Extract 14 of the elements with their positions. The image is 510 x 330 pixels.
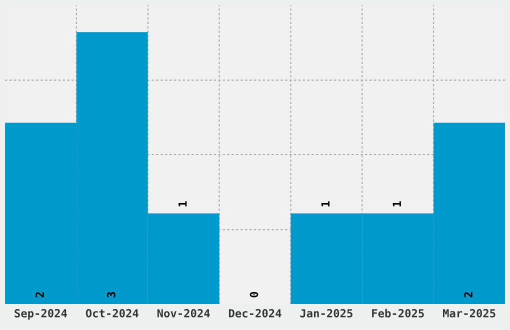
x-tick-label: Mar-2025: [442, 309, 496, 318]
data-label: 1: [178, 201, 187, 206]
x-tick-label: Dec-2024: [228, 309, 282, 318]
x-tick-label: Sep-2024: [14, 309, 67, 320]
x-tick-label: Oct-2024: [86, 309, 138, 318]
data-label: 0: [250, 292, 258, 298]
data-label: 2: [36, 292, 44, 298]
data-label: 3: [106, 292, 116, 298]
x-tick-label: Feb-2025: [372, 308, 424, 318]
data-label: 1: [392, 201, 401, 206]
data-label: 1: [321, 201, 330, 206]
data-label: 2: [464, 292, 472, 298]
x-tick-label: Jan-2025: [300, 309, 352, 318]
x-tick-label: Nov-2024: [157, 309, 210, 318]
